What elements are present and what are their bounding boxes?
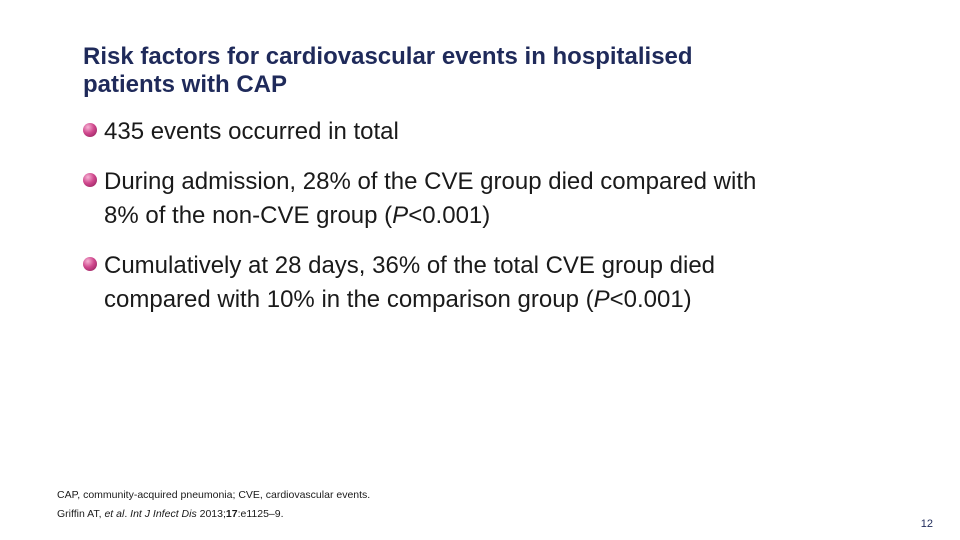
reference-year: 2013;: [196, 508, 226, 520]
bullet-item-admission-mortality: During admission, 28% of the CVE group d…: [83, 165, 903, 233]
bullet-item-events: 435 events occurred in total: [83, 115, 903, 149]
footnotes: CAP, community-acquired pneumonia; CVE, …: [57, 486, 757, 524]
bullet-text-line-2: compared with 10% in the comparison grou…: [104, 286, 594, 313]
slide-title-line-2: patients with CAP: [83, 71, 288, 98]
reference-et-al: et al: [104, 508, 125, 520]
slide-title: Risk factors for cardiovascular events i…: [83, 43, 883, 99]
bullet-item-28-day-mortality: Cumulatively at 28 days, 36% of the tota…: [83, 249, 903, 317]
reference-footnote: Griffin AT, et al. Int J Infect Dis 2013…: [57, 505, 757, 524]
p-value-symbol: P: [392, 202, 409, 229]
page-number: 12: [920, 518, 933, 530]
reference-pages: :e1125–9.: [237, 508, 284, 520]
bullet-text: 435 events occurred in total: [104, 118, 399, 145]
p-value: <0.001): [408, 202, 491, 229]
bullet-list: 435 events occurred in total During admi…: [83, 115, 903, 317]
reference-journal: Int J Infect Dis: [130, 508, 197, 520]
bullet-text-line-1: Cumulatively at 28 days, 36% of the tota…: [104, 252, 716, 279]
slide-title-line-1: Risk factors for cardiovascular events i…: [83, 43, 693, 70]
bullet-point-icon: [83, 173, 97, 187]
abbreviations-footnote: CAP, community-acquired pneumonia; CVE, …: [57, 489, 371, 501]
bullet-text-line-1: During admission, 28% of the CVE group d…: [104, 168, 757, 195]
bullet-text-line-2: 8% of the non-CVE group (: [104, 202, 393, 229]
bullet-point-icon: [83, 257, 97, 271]
p-value-symbol: P: [593, 286, 610, 313]
reference-dot: .: [124, 508, 131, 520]
reference-authors: Griffin AT,: [57, 508, 105, 520]
bullet-point-icon: [83, 123, 97, 137]
reference-volume: 17: [225, 508, 238, 520]
p-value: <0.001): [609, 286, 692, 313]
